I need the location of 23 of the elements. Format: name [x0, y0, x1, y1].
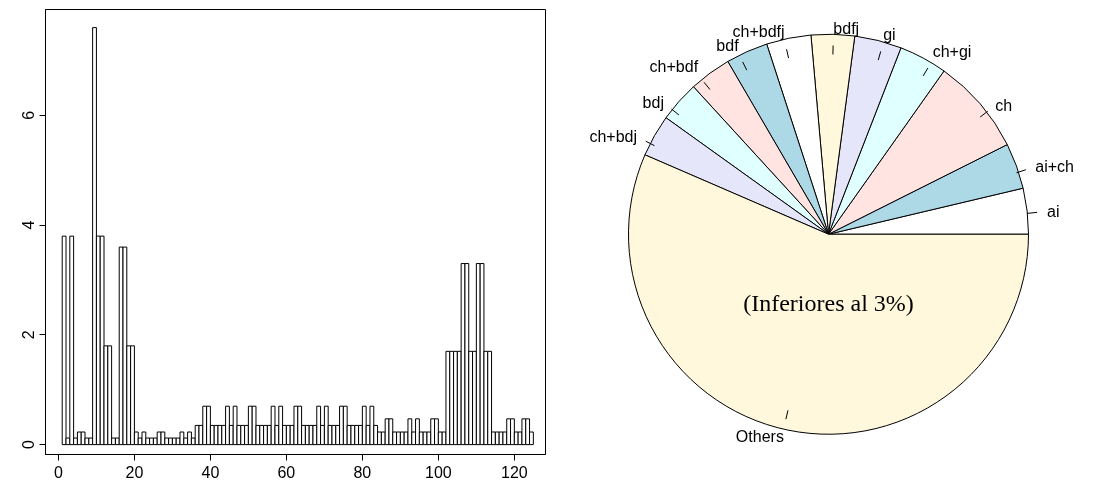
y-tick-label: 4 [20, 220, 38, 230]
slice-label: Others [735, 427, 784, 445]
x-tick-label: 60 [277, 463, 296, 481]
x-tick-label: 100 [425, 463, 452, 481]
y-tick-label: 0 [20, 440, 38, 450]
y-tick-label: 2 [20, 330, 38, 340]
y-tick-label: 6 [20, 110, 38, 120]
slice-label: ai [1047, 202, 1060, 220]
slice-label: bdj [642, 94, 664, 112]
slice-label: gi [883, 25, 896, 43]
slice-label: bdfj [833, 19, 860, 37]
x-tick-label: 40 [201, 463, 220, 481]
slice-label: ch+gi [932, 43, 972, 61]
text: (Inferiores al 3%) [743, 289, 914, 316]
slice-label: bdf [716, 36, 740, 54]
slice-label: ch [995, 96, 1013, 114]
slice-label: ch+bdf [649, 57, 699, 75]
x-tick-label: 0 [53, 463, 63, 481]
slice-label: ai+ch [1035, 158, 1074, 176]
x-tick-label: 20 [125, 463, 144, 481]
x-tick-label: 120 [501, 463, 528, 481]
slice-label: ch+bdj [589, 128, 638, 146]
x-tick-label: 80 [353, 463, 372, 481]
